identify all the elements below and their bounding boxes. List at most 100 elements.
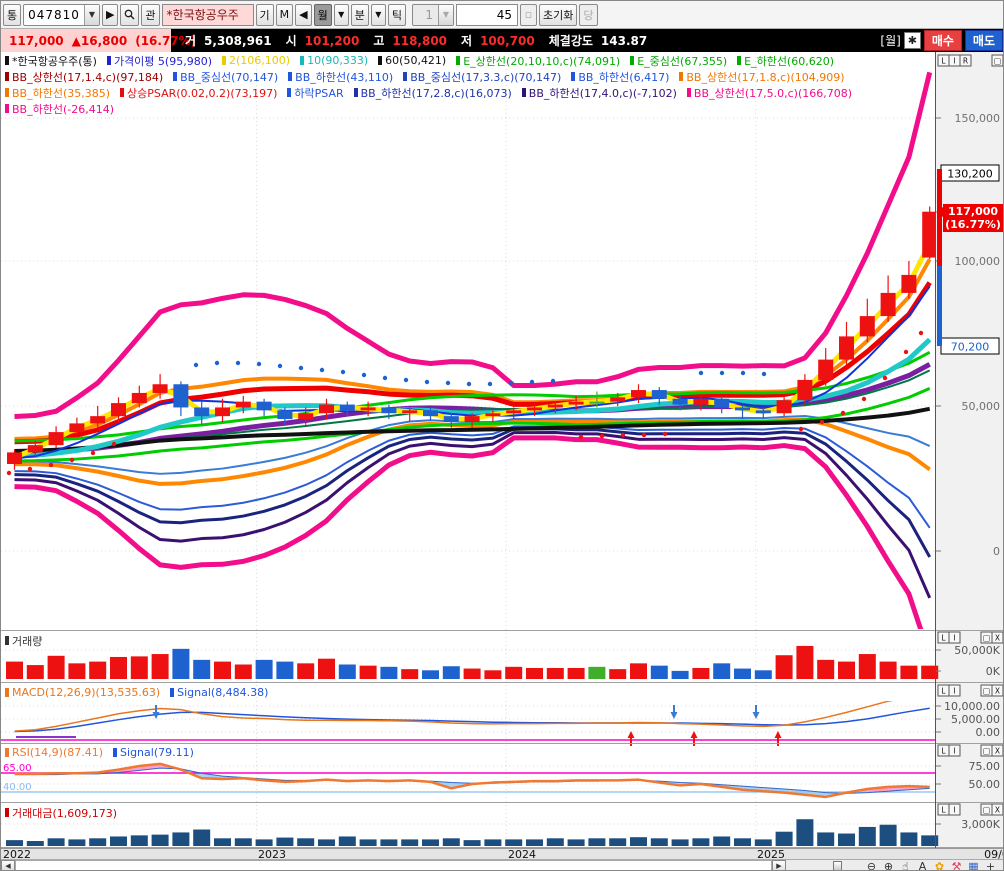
amount-bar — [838, 833, 855, 846]
candle-body — [7, 452, 22, 464]
chevron-down-icon: ▼ — [438, 4, 453, 25]
zoom-slider[interactable] — [789, 861, 863, 870]
amount-bar — [130, 835, 148, 846]
gi-button[interactable]: 기 — [255, 3, 274, 26]
pane-button-I[interactable] — [948, 631, 961, 644]
volume-bar — [505, 666, 523, 679]
psar-down-dot — [698, 370, 704, 376]
stock-name-field[interactable]: *한국항공우주 — [161, 3, 254, 26]
crosshair-icon[interactable]: + — [985, 860, 996, 871]
volume-bar — [754, 670, 772, 679]
sell-button[interactable]: 매도 — [964, 30, 1003, 51]
volume-bar — [297, 663, 315, 679]
psar-up-dot — [27, 466, 33, 472]
psar-down-dot — [529, 379, 535, 385]
day-range-bar — [937, 266, 942, 346]
psar-up-dot — [69, 457, 75, 463]
candle-body — [672, 398, 688, 405]
pane-button-I[interactable] — [948, 803, 961, 816]
candle-body — [319, 404, 334, 414]
candle-body — [568, 401, 584, 405]
grid-icon[interactable]: ▦ — [968, 860, 979, 871]
macd-sell-arrow-icon — [152, 712, 160, 719]
pane-button-close[interactable] — [991, 803, 1003, 816]
limit-price-label: 130,200 — [947, 168, 993, 181]
pane-button-label: L — [941, 747, 946, 756]
pane-button-close[interactable] — [991, 631, 1003, 644]
pane-button-I[interactable] — [948, 744, 961, 757]
volume-bar — [47, 655, 65, 679]
search-button[interactable] — [120, 3, 140, 26]
buy-button[interactable]: 매수 — [923, 30, 962, 51]
psar-down-dot — [466, 381, 472, 387]
pane-button-R[interactable] — [959, 54, 972, 67]
fullscreen-icon[interactable]: ⊡ — [1001, 860, 1004, 870]
volume-bar — [110, 656, 127, 679]
psar-up-dot — [861, 396, 867, 402]
month-dropdown-arrow[interactable]: ▼ — [333, 3, 349, 26]
macd-pane — [1, 701, 936, 746]
psar-up-dot — [798, 426, 804, 432]
market-type-button[interactable]: 통 — [3, 3, 22, 26]
psar-dots — [6, 330, 924, 476]
candle-body — [610, 397, 626, 402]
volume-bar — [713, 663, 731, 679]
line-bb-lower-3.3 — [14, 427, 932, 558]
amount-bar — [151, 834, 169, 846]
stock-code-value: 047810 — [28, 7, 80, 22]
chevron-down-icon[interactable]: ▼ — [83, 4, 99, 25]
stock-code-combo[interactable]: 047810 ▼ — [23, 3, 100, 26]
zoom-out-icon[interactable]: ⊖ — [866, 860, 877, 871]
candle-body — [194, 407, 210, 417]
related-button[interactable]: 관 — [141, 3, 160, 26]
last-date-label: 09/01 — [984, 848, 1003, 861]
gear-icon[interactable]: ✱ — [903, 32, 921, 49]
reset-button[interactable]: 초기화 — [539, 3, 578, 26]
next-stock-button[interactable]: ▶ — [101, 3, 119, 26]
candle-body — [735, 407, 750, 411]
minute-dropdown-arrow[interactable]: ▼ — [370, 3, 386, 26]
amount-bar — [255, 839, 273, 846]
pane-button-I[interactable] — [948, 684, 961, 697]
candle-body — [381, 407, 397, 414]
scrollbar-track[interactable] — [15, 860, 772, 870]
candle-body — [464, 416, 480, 422]
pane-button-label: □ — [983, 687, 990, 696]
pane-button-maximize[interactable] — [991, 54, 1003, 67]
zoom-slider-thumb[interactable] — [833, 861, 842, 870]
scroll-left-button[interactable]: ◀ — [1, 860, 15, 870]
amount-bar — [172, 832, 190, 846]
candle-body — [173, 384, 189, 408]
pane-button-label: L — [941, 634, 946, 643]
pane-button-label: I — [953, 747, 955, 756]
period-minute-button[interactable]: 분 — [350, 3, 369, 26]
candle-body — [589, 401, 605, 404]
pane-button-close[interactable] — [991, 684, 1003, 697]
memo-button[interactable]: M — [275, 3, 294, 26]
pane-button-close[interactable] — [991, 744, 1003, 757]
text-tool-icon[interactable]: A — [918, 860, 927, 871]
pane-button-label: I — [953, 687, 955, 696]
collapse-left-button[interactable]: ◀ — [295, 3, 312, 26]
zoom-in-icon[interactable]: ⊕ — [883, 860, 894, 871]
day-range-bar — [937, 169, 942, 266]
pan-hand-icon[interactable]: ☝ — [902, 860, 909, 871]
chart-canvas[interactable]: 150,000100,00050,000050,000K0K10,000.005… — [1, 52, 1004, 848]
candle-body — [360, 407, 376, 411]
amount-bar — [567, 839, 585, 846]
macd-axis-label: 5,000.00 — [951, 713, 1000, 726]
open-value: 101,200 — [304, 33, 360, 48]
settings-flower-icon[interactable]: ✿ — [934, 860, 945, 871]
amount-bar — [401, 839, 419, 846]
line-bb-lower-5.0 — [14, 435, 924, 629]
scroll-right-button[interactable]: ▶ — [772, 860, 786, 870]
amount-bar — [68, 839, 86, 846]
high-label: 고 — [373, 34, 385, 48]
psar-down-dot — [361, 372, 367, 378]
bar-count-input[interactable]: 45 — [456, 3, 518, 26]
period-tick-button[interactable]: 틱 — [387, 3, 406, 26]
amount-bar — [505, 839, 523, 846]
period-month-button[interactable]: 월 — [313, 3, 332, 26]
current-price-pointer — [936, 207, 943, 217]
draw-tool-icon[interactable]: ⚒ — [951, 860, 962, 871]
